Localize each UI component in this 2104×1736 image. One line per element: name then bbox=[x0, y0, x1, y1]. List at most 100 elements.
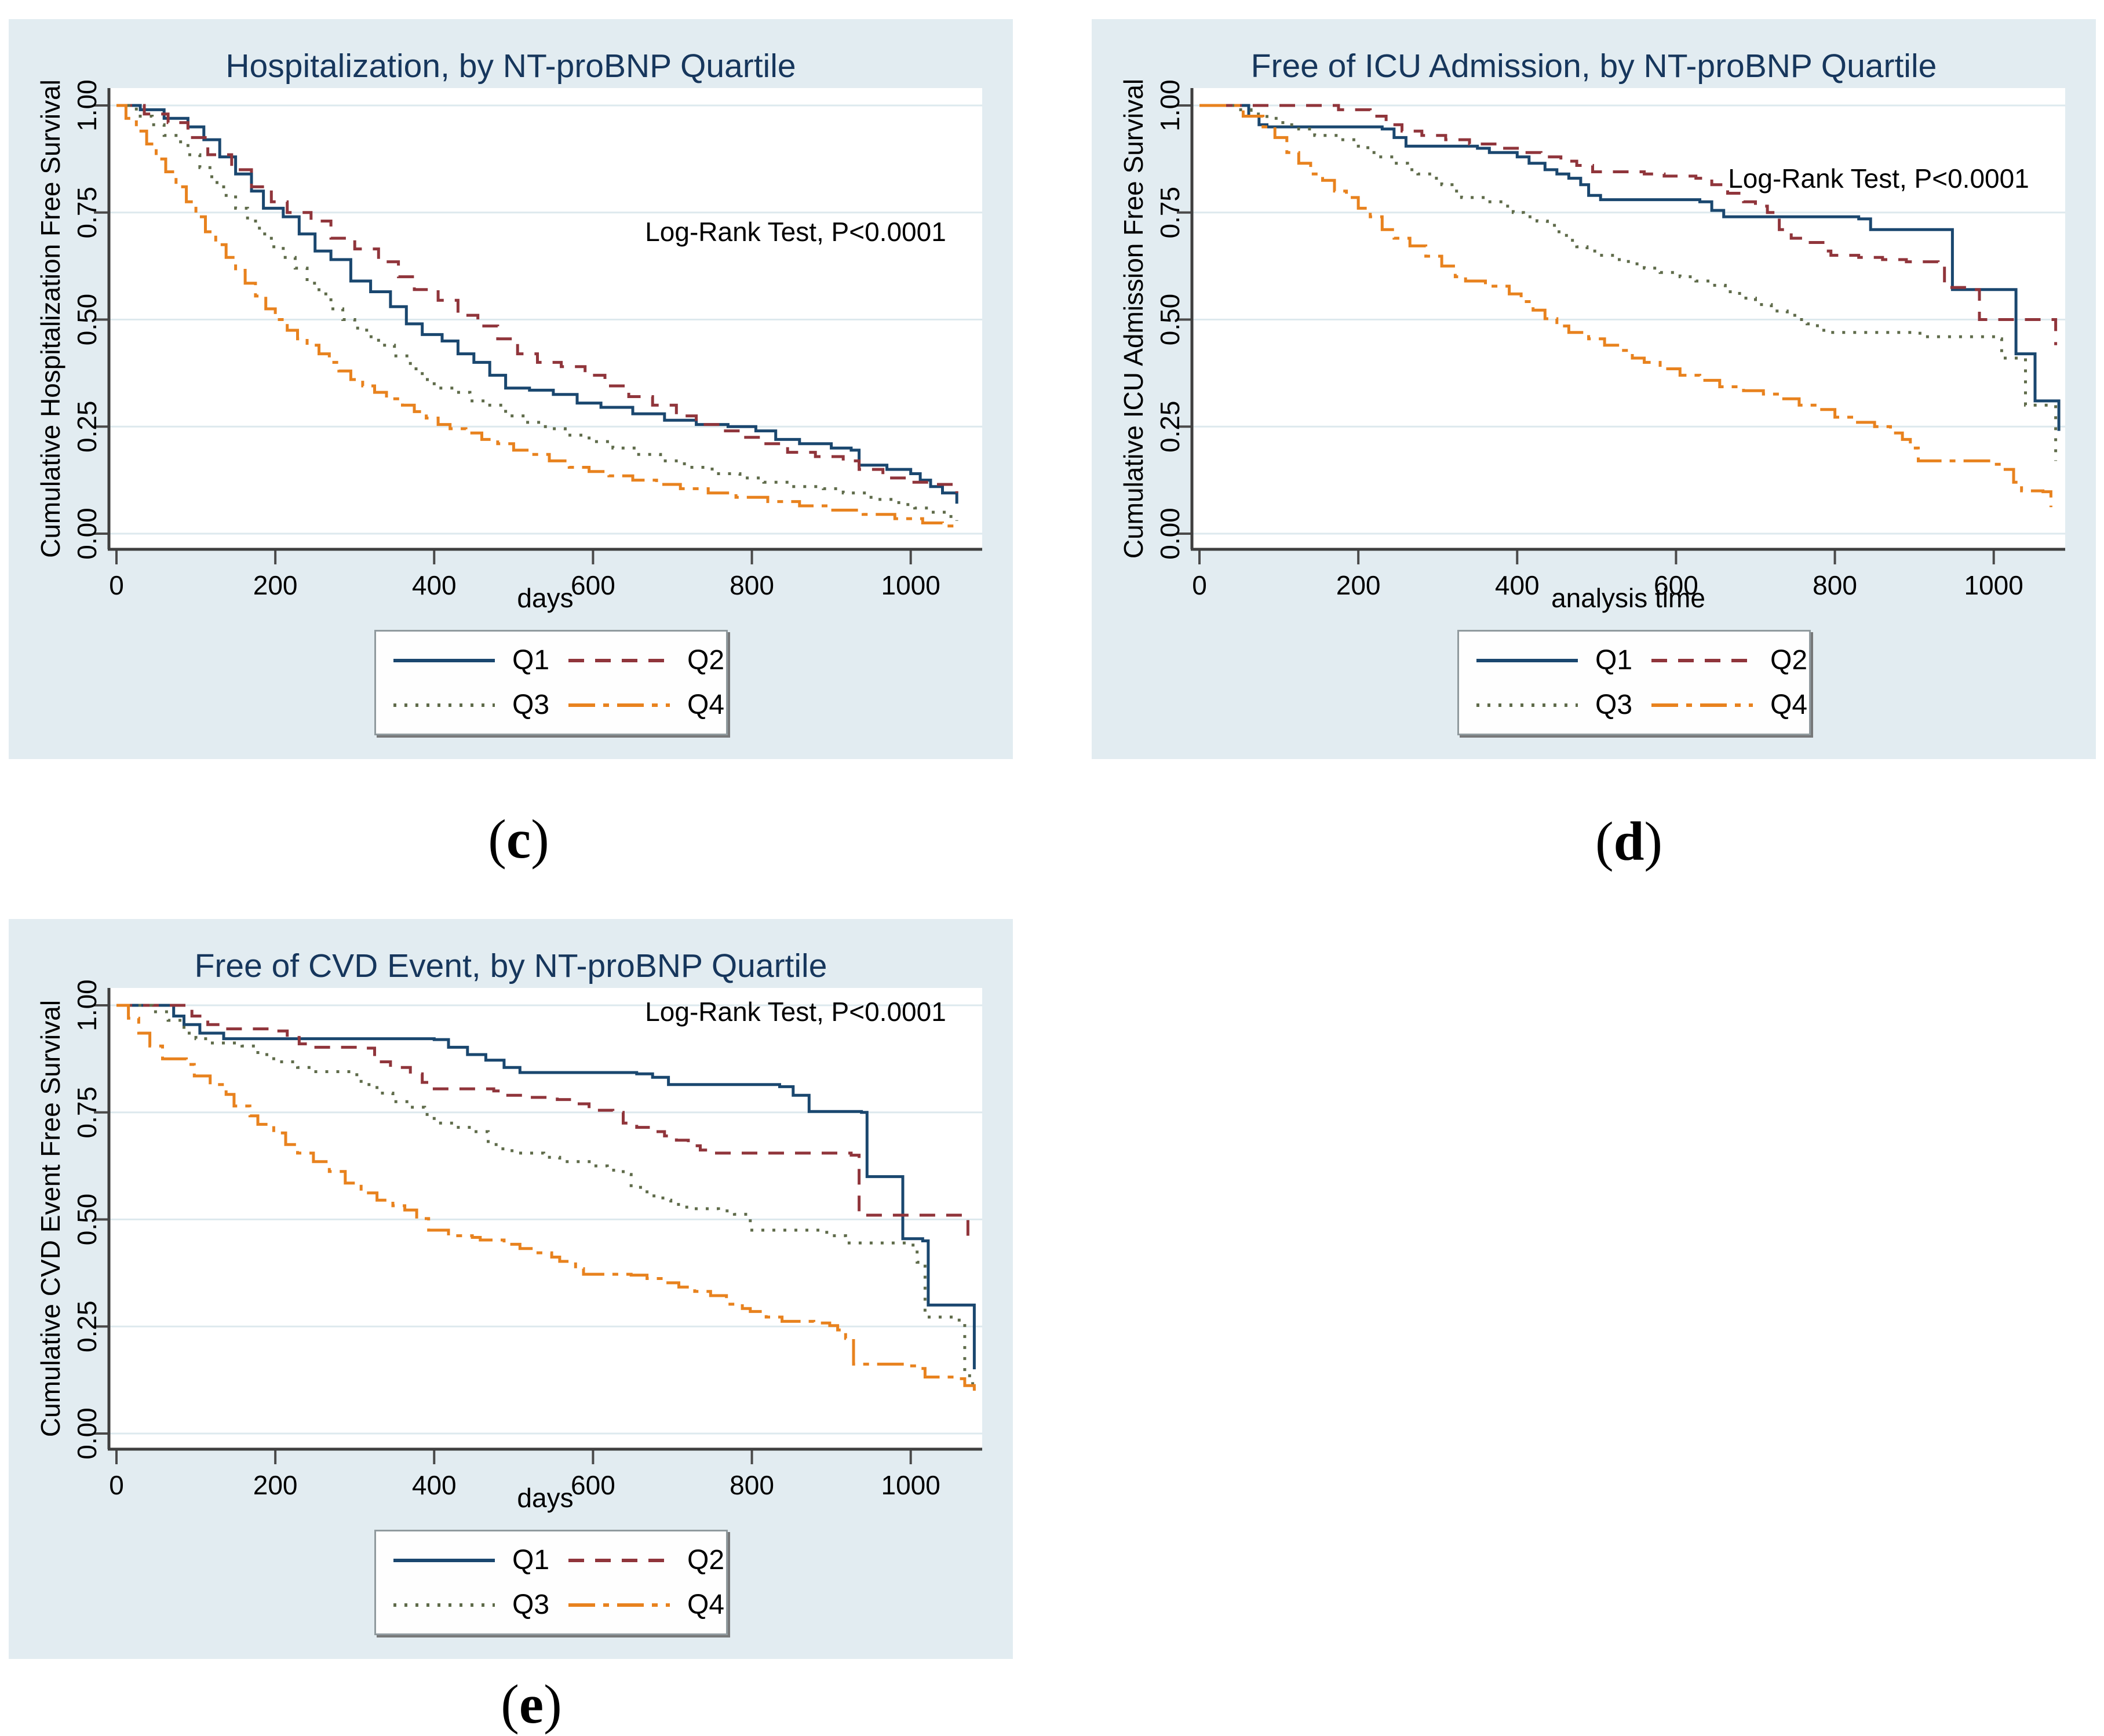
legend-label: Q4 bbox=[687, 690, 725, 720]
legend-label: Q3 bbox=[512, 1589, 550, 1620]
svg-text:0.25: 0.25 bbox=[72, 1300, 102, 1352]
y-axis-label: Cumulative ICU Admission Free Survival bbox=[1118, 78, 1148, 559]
svg-text:800: 800 bbox=[730, 1470, 774, 1500]
svg-text:200: 200 bbox=[1336, 570, 1381, 600]
svg-text:1000: 1000 bbox=[881, 1470, 940, 1500]
svg-text:1000: 1000 bbox=[881, 570, 940, 600]
svg-text:800: 800 bbox=[730, 570, 774, 600]
legend-label: Q3 bbox=[512, 690, 550, 720]
y-axis-label: Cumulative CVD Event Free Survival bbox=[35, 1000, 65, 1438]
q3-line-sample bbox=[1476, 703, 1578, 707]
legend-box: Q1 Q2 Q3 Q4 bbox=[374, 1530, 728, 1635]
legend-item-q3: Q3 bbox=[1459, 689, 1634, 721]
km-plot-canvas: 0.00 0.25 0.50 0.75 1.00 0 200 400 600 800 1000 bbox=[72, 79, 982, 600]
legend-row: Q1 Q2 bbox=[1459, 644, 1809, 676]
svg-text:400: 400 bbox=[1495, 570, 1540, 600]
chart-title: Free of ICU Admission, by NT-proBNP Quar… bbox=[1250, 48, 1937, 85]
legend-row: Q1 Q2 bbox=[376, 1544, 726, 1576]
legend-box: Q1 Q2 Q3 Q4 bbox=[1457, 630, 1811, 735]
legend-label: Q2 bbox=[687, 1545, 725, 1575]
q1-line-sample bbox=[393, 658, 495, 662]
survival-chart-panel-icu-admission: 0.00 0.25 0.50 0.75 1.00 0 200 400 600 800 1000 Fr… bbox=[1092, 19, 2096, 759]
legend-label: Q1 bbox=[1595, 645, 1633, 676]
legend-item-q2: Q2 bbox=[1634, 644, 1809, 676]
legend-row: Q3 Q4 bbox=[1459, 689, 1809, 721]
legend-row: Q3 Q4 bbox=[376, 1589, 726, 1621]
svg-text:1.00: 1.00 bbox=[72, 979, 102, 1031]
svg-text:200: 200 bbox=[253, 570, 298, 600]
figure-label-c: (c) bbox=[488, 808, 549, 870]
q1-line-sample bbox=[393, 1558, 495, 1562]
legend-label: Q4 bbox=[1770, 690, 1808, 720]
legend-item-q4: Q4 bbox=[551, 689, 726, 721]
svg-text:0: 0 bbox=[1192, 570, 1207, 600]
legend-label: Q1 bbox=[512, 645, 550, 676]
q2-line-sample bbox=[1651, 658, 1753, 662]
q3-line-sample bbox=[393, 1603, 495, 1607]
chart-title: Hospitalization, by NT-proBNP Quartile bbox=[225, 48, 796, 85]
chart-title: Free of CVD Event, by NT-proBNP Quartile bbox=[194, 947, 827, 984]
log-rank-annotation: Log-Rank Test, P<0.0001 bbox=[1728, 163, 2029, 194]
svg-text:200: 200 bbox=[253, 1470, 298, 1500]
legend-row: Q3 Q4 bbox=[376, 689, 726, 721]
legend-item-q1: Q1 bbox=[1459, 644, 1634, 676]
svg-text:0.75: 0.75 bbox=[72, 187, 102, 239]
legend-item-q3: Q3 bbox=[376, 689, 551, 721]
svg-text:0.75: 0.75 bbox=[72, 1086, 102, 1139]
km-plot-canvas: 0.00 0.25 0.50 0.75 1.00 0 200 400 600 800 1000 bbox=[1155, 79, 2065, 600]
svg-text:0: 0 bbox=[109, 1470, 124, 1500]
figure-label-d: (d) bbox=[1595, 811, 1663, 872]
svg-text:400: 400 bbox=[412, 1470, 457, 1500]
y-axis-label: Cumulative Hospitalization Free Survival bbox=[35, 79, 65, 558]
svg-text:0: 0 bbox=[109, 570, 124, 600]
legend-item-q4: Q4 bbox=[551, 1589, 726, 1621]
svg-text:1.00: 1.00 bbox=[72, 79, 102, 132]
legend-label: Q2 bbox=[1770, 645, 1808, 676]
log-rank-annotation: Log-Rank Test, P<0.0001 bbox=[645, 997, 946, 1027]
svg-text:0.50: 0.50 bbox=[72, 1194, 102, 1246]
svg-text:400: 400 bbox=[412, 570, 457, 600]
svg-text:600: 600 bbox=[571, 570, 615, 600]
svg-text:800: 800 bbox=[1813, 570, 1857, 600]
km-plot-canvas: 0.00 0.25 0.50 0.75 1.00 0 200 400 600 800 1000 bbox=[72, 979, 982, 1500]
svg-text:0.00: 0.00 bbox=[72, 508, 102, 560]
survival-chart-panel-cvd-event: 0.00 0.25 0.50 0.75 1.00 0 200 400 600 800 1000 Fr… bbox=[9, 919, 1013, 1659]
svg-text:0.50: 0.50 bbox=[1155, 294, 1185, 346]
svg-text:600: 600 bbox=[571, 1470, 615, 1500]
log-rank-annotation: Log-Rank Test, P<0.0001 bbox=[645, 217, 946, 247]
legend-label: Q4 bbox=[687, 1589, 725, 1620]
x-axis-label: days bbox=[517, 583, 574, 613]
q2-line-sample bbox=[568, 658, 670, 662]
legend-item-q4: Q4 bbox=[1634, 689, 1809, 721]
svg-text:0.00: 0.00 bbox=[1155, 508, 1185, 560]
svg-text:0.75: 0.75 bbox=[1155, 187, 1185, 239]
svg-text:1.00: 1.00 bbox=[1155, 79, 1185, 132]
legend-item-q2: Q2 bbox=[551, 1544, 726, 1576]
legend-box: Q1 Q2 Q3 Q4 bbox=[374, 630, 728, 735]
legend-label: Q1 bbox=[512, 1545, 550, 1575]
svg-text:0.50: 0.50 bbox=[72, 294, 102, 346]
survival-chart-panel-hospitalization: 0.00 0.25 0.50 0.75 1.00 0 200 400 600 800 1000 Ho… bbox=[9, 19, 1013, 759]
q4-line-sample bbox=[568, 1603, 670, 1607]
legend-item-q2: Q2 bbox=[551, 644, 726, 676]
legend-label: Q2 bbox=[687, 645, 725, 676]
svg-text:0.25: 0.25 bbox=[72, 400, 102, 453]
svg-text:600: 600 bbox=[1654, 570, 1698, 600]
q3-line-sample bbox=[393, 703, 495, 707]
q1-line-sample bbox=[1476, 658, 1578, 662]
legend-row: Q1 Q2 bbox=[376, 644, 726, 676]
legend-item-q1: Q1 bbox=[376, 1544, 551, 1576]
x-axis-label: analysis time bbox=[1551, 583, 1705, 613]
svg-text:0.25: 0.25 bbox=[1155, 400, 1185, 453]
svg-text:1000: 1000 bbox=[1964, 570, 2023, 600]
legend-label: Q3 bbox=[1595, 690, 1633, 720]
q2-line-sample bbox=[568, 1558, 670, 1562]
x-axis-label: days bbox=[517, 1483, 574, 1513]
figure-label-e: (e) bbox=[501, 1673, 562, 1735]
q4-line-sample bbox=[1651, 703, 1753, 707]
q4-line-sample bbox=[568, 703, 670, 707]
legend-item-q3: Q3 bbox=[376, 1589, 551, 1621]
svg-text:0.00: 0.00 bbox=[72, 1407, 102, 1460]
legend-item-q1: Q1 bbox=[376, 644, 551, 676]
